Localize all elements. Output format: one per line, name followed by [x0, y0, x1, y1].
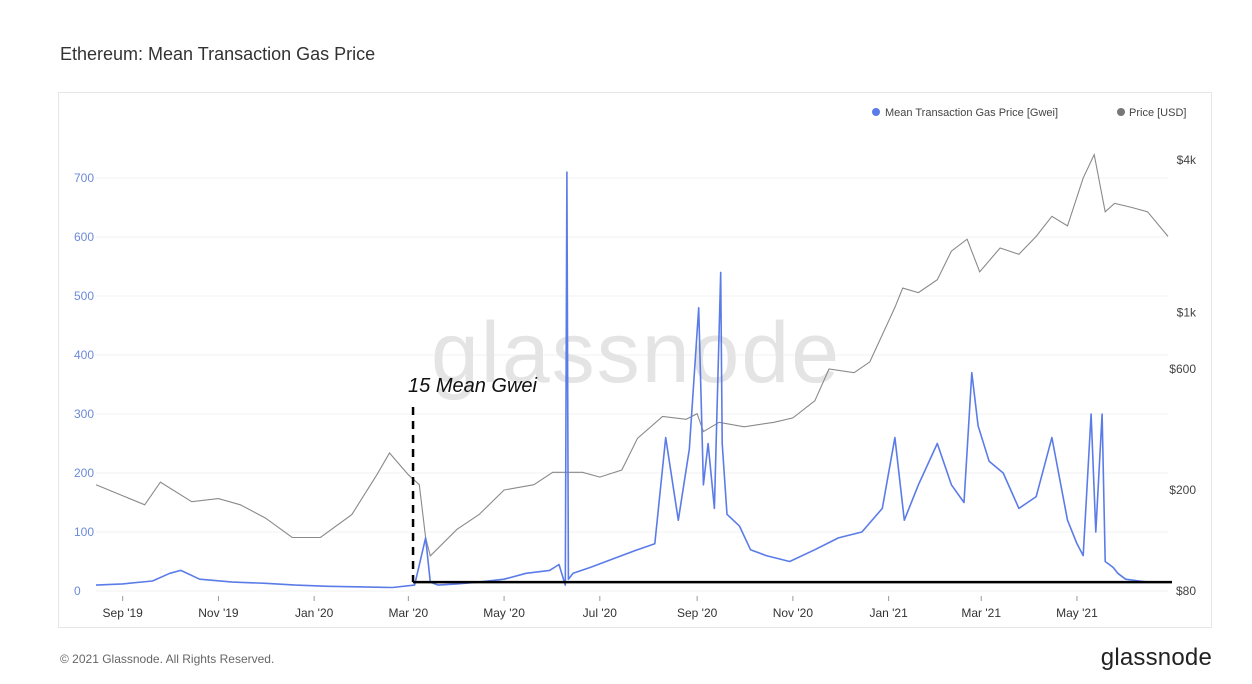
x-tick-label: Jan '21 — [869, 606, 908, 620]
x-tick-label: Mar '21 — [961, 606, 1001, 620]
y-left-tick-label: 700 — [74, 171, 94, 185]
x-tick-label: Sep '19 — [103, 606, 144, 620]
x-tick-label: Sep '20 — [677, 606, 718, 620]
x-tick-label: May '20 — [483, 606, 525, 620]
legend-marker-price — [1117, 108, 1125, 116]
y-right-tick-label: $600 — [1169, 362, 1196, 376]
annotation: 15 Mean Gwei — [408, 375, 1172, 584]
price-line — [95, 152, 1169, 557]
annotation-label: 15 Mean Gwei — [408, 375, 538, 397]
x-tick-label: Jul '20 — [583, 606, 618, 620]
chart-frame — [58, 92, 1212, 628]
legend-label-price: Price [USD] — [1129, 107, 1186, 119]
x-tick-label: Mar '20 — [389, 606, 429, 620]
page-title: Ethereum: Mean Transaction Gas Price — [60, 44, 376, 64]
y-left-tick-label: 600 — [74, 230, 94, 244]
y-left-tick-label: 500 — [74, 289, 94, 303]
x-tick-label: Nov '20 — [773, 606, 814, 620]
y-left-tick-label: 100 — [74, 525, 94, 539]
x-axis: Sep '19 Nov '19 Jan '20 Mar '20 May '20 Jul '… — [103, 596, 1098, 620]
legend: Mean Transaction Gas Price [Gwei] Price … — [872, 107, 1186, 119]
grid — [96, 177, 1168, 592]
gas-price-line — [95, 171, 1168, 589]
y-right-tick-label: $4k — [1177, 153, 1197, 167]
y-right-tick-label: $200 — [1169, 483, 1196, 497]
legend-label-gas: Mean Transaction Gas Price [Gwei] — [885, 107, 1058, 119]
y-left-tick-label: 400 — [74, 348, 94, 362]
y-axis-left: 0 100 200 300 400 500 600 700 — [74, 171, 94, 598]
x-tick-label: Nov '19 — [198, 606, 239, 620]
price-series — [95, 152, 1169, 557]
x-tick-label: Jan '20 — [295, 606, 334, 620]
y-right-tick-label: $80 — [1176, 584, 1196, 598]
y-axis-right: $80 $200 $600 $1k $4k — [1169, 153, 1197, 598]
legend-marker-gas — [872, 108, 880, 116]
y-left-tick-label: 0 — [74, 584, 81, 598]
gas-series — [95, 171, 1168, 589]
y-left-tick-label: 300 — [74, 407, 94, 421]
brand-logo: glassnode — [1100, 644, 1212, 671]
watermark: glassnode — [431, 305, 841, 401]
y-right-tick-label: $1k — [1177, 306, 1197, 320]
y-left-tick-label: 200 — [74, 466, 94, 480]
x-tick-label: May '21 — [1056, 606, 1098, 620]
footer-copyright: © 2021 Glassnode. All Rights Reserved. — [60, 652, 275, 666]
